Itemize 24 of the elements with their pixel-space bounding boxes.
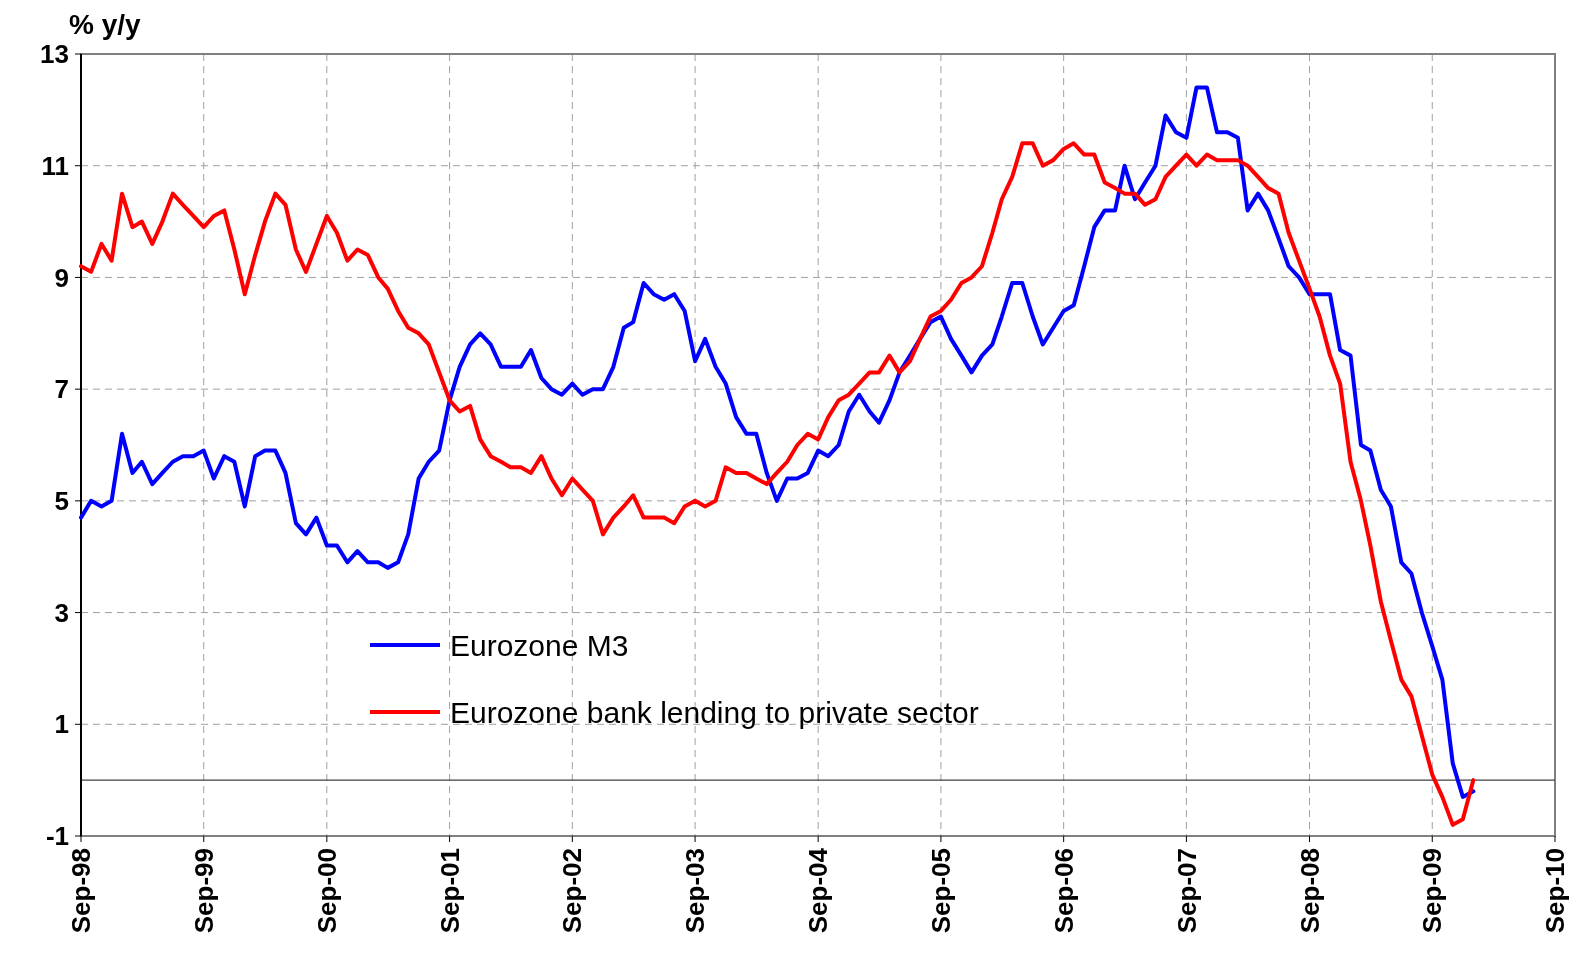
y-tick-label: -1 [45, 821, 69, 852]
x-tick-label: Sep-02 [557, 848, 588, 934]
x-tick-label: Sep-07 [1171, 848, 1202, 934]
x-tick-label: Sep-00 [311, 848, 342, 934]
x-tick-label: Sep-99 [188, 848, 219, 934]
x-tick-label: Sep-10 [1540, 848, 1571, 934]
y-tick-label: 3 [54, 597, 69, 628]
x-tick-label: Sep-98 [66, 848, 97, 934]
x-tick-label: Sep-08 [1294, 848, 1325, 934]
y-tick-label: 7 [54, 374, 69, 405]
x-tick-label: Sep-09 [1417, 848, 1448, 934]
y-tick-label: 13 [40, 39, 69, 70]
y-tick-label: 1 [54, 709, 69, 740]
y-tick-label: 5 [54, 485, 69, 516]
x-tick-label: Sep-05 [926, 848, 957, 934]
x-tick-label: Sep-03 [680, 848, 711, 934]
x-tick-label: Sep-04 [803, 847, 834, 934]
legend-label: Eurozone bank lending to private sector [450, 695, 979, 729]
x-tick-label: Sep-06 [1048, 848, 1079, 934]
x-tick-label: Sep-01 [434, 848, 465, 934]
y-tick-label: 11 [41, 150, 69, 181]
legend-label: Eurozone M3 [450, 628, 629, 662]
y-tick-label: 9 [54, 262, 69, 293]
y-axis-title: % y/y [69, 9, 142, 40]
